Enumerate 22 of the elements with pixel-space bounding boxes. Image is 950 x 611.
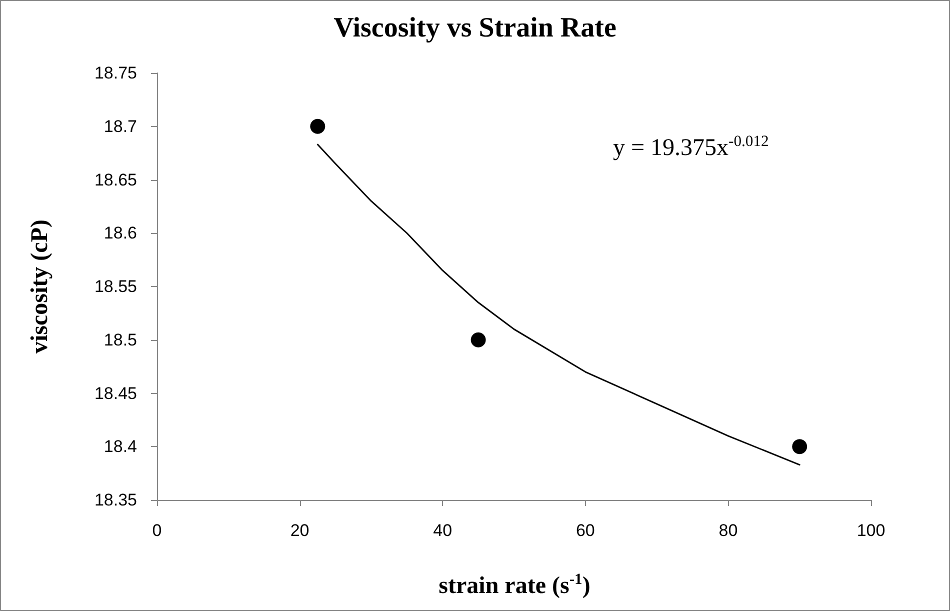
x-tick-label: 100: [856, 521, 886, 540]
x-tick-label: 80: [718, 521, 738, 540]
y-tick-label: 18.7: [104, 116, 137, 136]
point: [792, 439, 808, 454]
y-tick-label: 18.65: [94, 170, 137, 190]
annotation: y = 19.375x$^{-0.012}$: [613, 133, 769, 162]
chart-title: Viscosity vs Strain Rate: [334, 12, 616, 44]
x-tick-label: 0: [152, 521, 162, 540]
y-tick-label: 18.6: [104, 224, 137, 243]
y-axis-title: viscosity (cP): [27, 220, 53, 354]
x-tick-label: 60: [576, 521, 595, 540]
point: [470, 332, 486, 348]
y-tick-label: 18.45: [94, 384, 137, 403]
x-tick-label: 20: [290, 521, 310, 540]
y-tick-label: 18.5: [104, 330, 137, 350]
y-tick-label: 18.35: [94, 490, 137, 510]
x-axis-title: strain rate (s$^{-1}$): [438, 571, 592, 600]
y-tick-label: 18.4: [104, 437, 137, 456]
point: [310, 118, 326, 134]
y-tick-label: 18.55: [94, 277, 137, 296]
x-tick-label: 40: [433, 521, 452, 540]
y-tick-label: 18.75: [94, 64, 137, 82]
